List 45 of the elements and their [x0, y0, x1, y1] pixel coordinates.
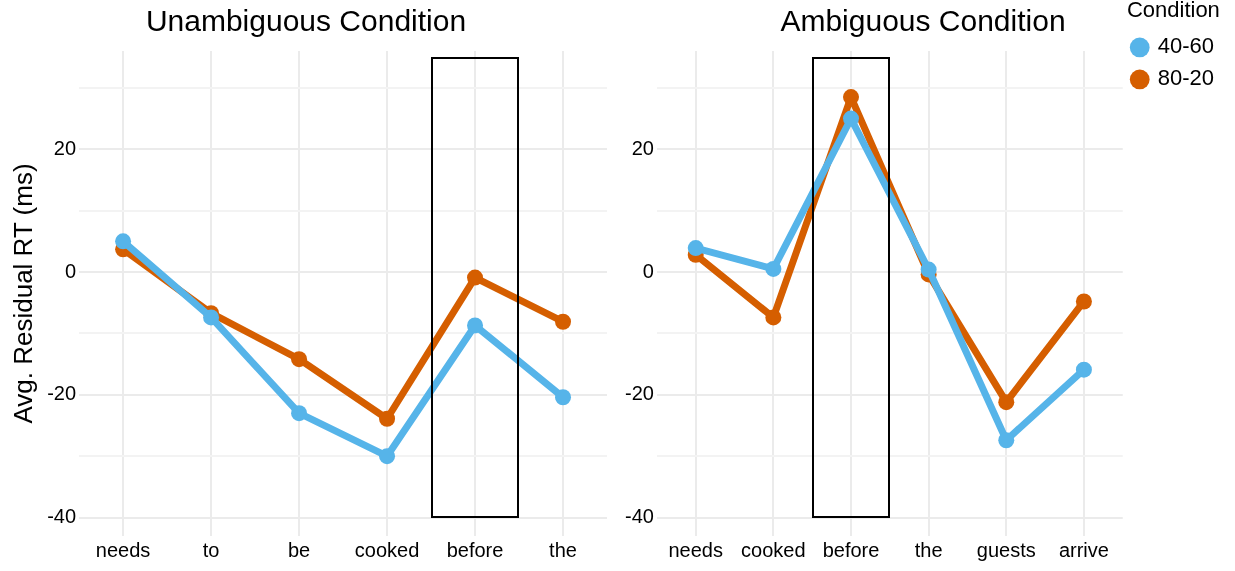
x-tick-label: needs — [668, 538, 723, 561]
point — [555, 313, 572, 330]
point — [998, 394, 1015, 411]
x-tick-label: arrive — [1058, 538, 1109, 561]
point — [115, 233, 132, 250]
point — [1075, 361, 1092, 378]
point — [467, 317, 484, 334]
point — [998, 432, 1015, 449]
legend-label: 80-20 — [1157, 65, 1215, 91]
y-tick-label: -40 — [625, 505, 654, 528]
y-tick-label: 20 — [53, 136, 77, 159]
point — [765, 260, 782, 277]
point — [467, 269, 484, 286]
x-tick-label: needs — [95, 538, 151, 561]
legend-title: Condition — [1126, 0, 1220, 23]
x-tick-label: the — [914, 538, 943, 561]
point — [291, 351, 308, 368]
point — [687, 240, 704, 257]
y-axis-title: Avg. Residual RT (ms) — [7, 163, 38, 424]
point — [203, 309, 220, 326]
point — [1075, 293, 1092, 310]
chart-title: Ambiguous Condition — [780, 4, 1066, 38]
y-tick-label: 0 — [64, 259, 77, 282]
x-tick-label: cooked — [741, 538, 806, 561]
y-tick-label: -40 — [47, 505, 77, 528]
x-tick-label: before — [446, 538, 504, 561]
x-tick-label: cooked — [354, 538, 420, 561]
x-tick-label: the — [549, 538, 577, 561]
point — [555, 389, 572, 406]
point — [765, 309, 782, 326]
point — [379, 448, 396, 465]
x-tick-label: to — [202, 538, 220, 561]
legend-label: 40-60 — [1157, 33, 1215, 59]
point — [379, 410, 396, 427]
point — [291, 405, 308, 422]
x-tick-label: before — [822, 538, 880, 561]
point — [843, 110, 859, 127]
chart-title: Unambiguous Condition — [145, 4, 467, 38]
y-tick-label: -20 — [47, 382, 77, 405]
y-tick-label: -20 — [625, 382, 654, 405]
y-tick-label: 20 — [631, 136, 654, 159]
y-tick-label: 0 — [642, 259, 654, 282]
point — [920, 261, 937, 278]
x-tick-label: guests — [976, 538, 1036, 561]
x-tick-label: be — [287, 538, 311, 561]
